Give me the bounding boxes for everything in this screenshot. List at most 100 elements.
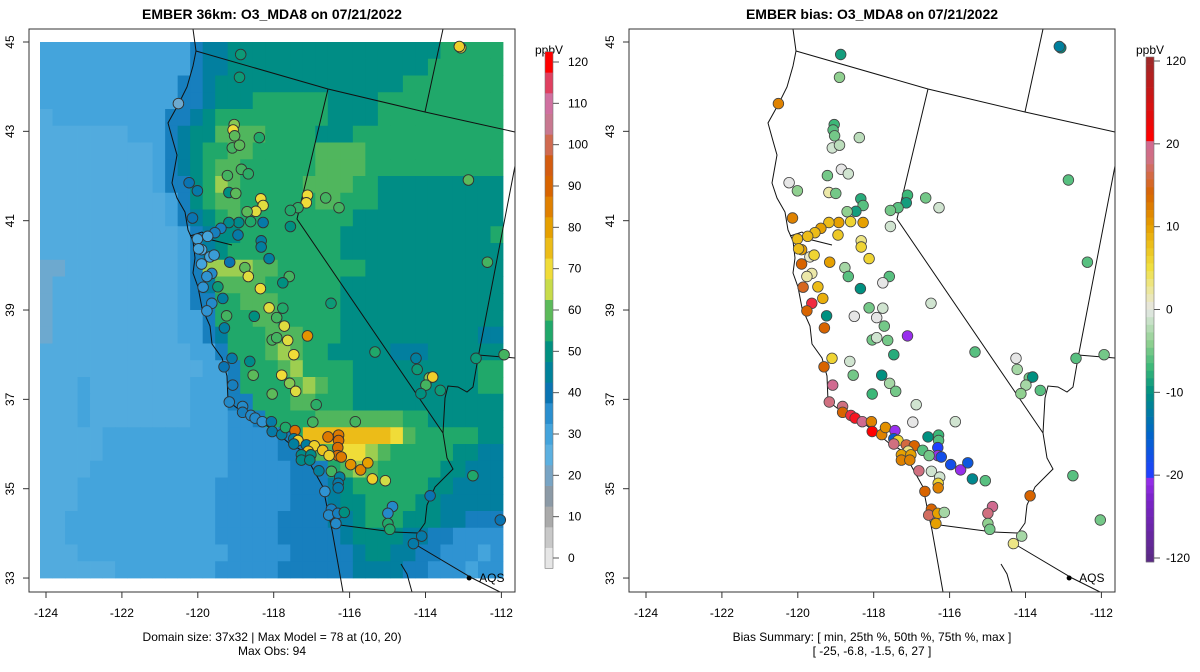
grid-cell [52, 209, 66, 227]
grid-cell [465, 159, 479, 177]
grid-cell [152, 259, 166, 277]
grid-cell [290, 276, 304, 294]
grid-cell [90, 192, 103, 210]
grid-cell [452, 226, 466, 244]
grid-cell [315, 176, 329, 194]
grid-cell [477, 42, 491, 60]
grid-cell [140, 544, 154, 562]
grid-cell [277, 477, 291, 495]
station-bias-marker [801, 270, 813, 283]
grid-cell [302, 226, 316, 244]
grid-cell [140, 92, 154, 110]
grid-cell [202, 142, 216, 160]
grid-cell [490, 125, 504, 143]
grid-cell [490, 159, 504, 177]
grid-cell [402, 92, 416, 110]
grid-cell [415, 477, 429, 495]
station-obs-marker [233, 139, 246, 151]
grid-cell [277, 42, 291, 60]
station-obs-marker [338, 506, 351, 519]
grid-cell [315, 259, 329, 277]
grid-cell [190, 326, 204, 344]
station-bias-marker [1070, 352, 1082, 365]
grid-cell [215, 527, 229, 545]
grid-cell [352, 243, 366, 261]
station-bias-marker [932, 482, 944, 494]
colorbar-tick-label: 110 [568, 96, 587, 110]
grid-cell [490, 243, 504, 261]
grid-cell [340, 58, 354, 76]
grid-cell [202, 427, 216, 445]
grid-cell [302, 109, 316, 127]
grid-cell [402, 393, 416, 411]
colorbar-swatch [1146, 546, 1154, 555]
grid-cell [402, 561, 416, 579]
grid-cell [140, 377, 154, 395]
grid-cell [302, 511, 316, 529]
y-tick-label: 41 [603, 214, 617, 228]
bias-summary-header: Bias Summary: [ min, 25th %, 50th %, 75t… [733, 630, 1012, 644]
x-tick-label: -122 [110, 606, 134, 620]
x-tick-label: -116 [338, 606, 361, 620]
grid-cell [52, 192, 66, 210]
station-bias-marker [853, 131, 866, 144]
grid-cell [252, 293, 266, 311]
grid-cell [390, 444, 404, 462]
station-obs-marker [186, 212, 199, 224]
grid-cell [177, 477, 191, 495]
grid-cell [427, 92, 441, 110]
grid-cell [302, 477, 316, 495]
grid-cell [90, 427, 103, 445]
grid-cell [102, 192, 116, 210]
grid-cell [65, 494, 78, 512]
grid-cell [215, 142, 229, 160]
grid-cell [202, 326, 216, 344]
bias-summary-values: [ -25, -6.8, -1.5, 6, 27 ] [813, 644, 932, 658]
station-bias-marker [1098, 349, 1110, 361]
grid-cell [427, 243, 441, 261]
grid-cell [340, 259, 354, 277]
grid-cell [90, 159, 103, 177]
y-tick-label: 37 [3, 392, 17, 406]
state-border [1042, 165, 1115, 434]
grid-cell [277, 243, 291, 261]
grid-cell [102, 460, 116, 478]
station-obs-marker [197, 281, 209, 293]
station-bias-marker [878, 320, 891, 332]
grid-cell [427, 192, 441, 210]
grid-cell [440, 494, 454, 512]
grid-cell [365, 109, 379, 127]
grid-cell [477, 511, 491, 529]
grid-cell [65, 544, 78, 562]
grid-cell [427, 310, 441, 328]
grid-cell [365, 511, 379, 529]
grid-cell [440, 410, 454, 428]
colorbar-swatch [545, 196, 553, 218]
station-bias-marker [1010, 352, 1022, 365]
grid-cell [277, 444, 291, 462]
grid-cell [77, 243, 91, 261]
colorbar-swatch [1146, 523, 1154, 532]
station-obs-marker [379, 474, 392, 487]
grid-cell [390, 477, 404, 495]
colorbar-tick-label: 120 [568, 55, 588, 69]
grid-cell [90, 377, 103, 395]
grid-cell [152, 209, 166, 227]
grid-cell [177, 544, 191, 562]
colorbar-swatch [1146, 431, 1154, 440]
grid-cell [240, 293, 254, 311]
grid-cell [102, 293, 116, 311]
grid-cell [40, 159, 53, 177]
grid-cell [240, 527, 254, 545]
grid-cell [290, 42, 304, 60]
station-obs-marker [284, 204, 297, 217]
grid-cell [77, 326, 91, 344]
grid-cell [427, 561, 441, 579]
grid-cell [477, 109, 491, 127]
grid-cell [415, 192, 429, 210]
station-obs-marker [310, 398, 322, 411]
grid-cell [152, 276, 166, 294]
grid-cell [152, 243, 166, 261]
grid-cell [77, 377, 91, 395]
grid-cell [327, 544, 341, 562]
